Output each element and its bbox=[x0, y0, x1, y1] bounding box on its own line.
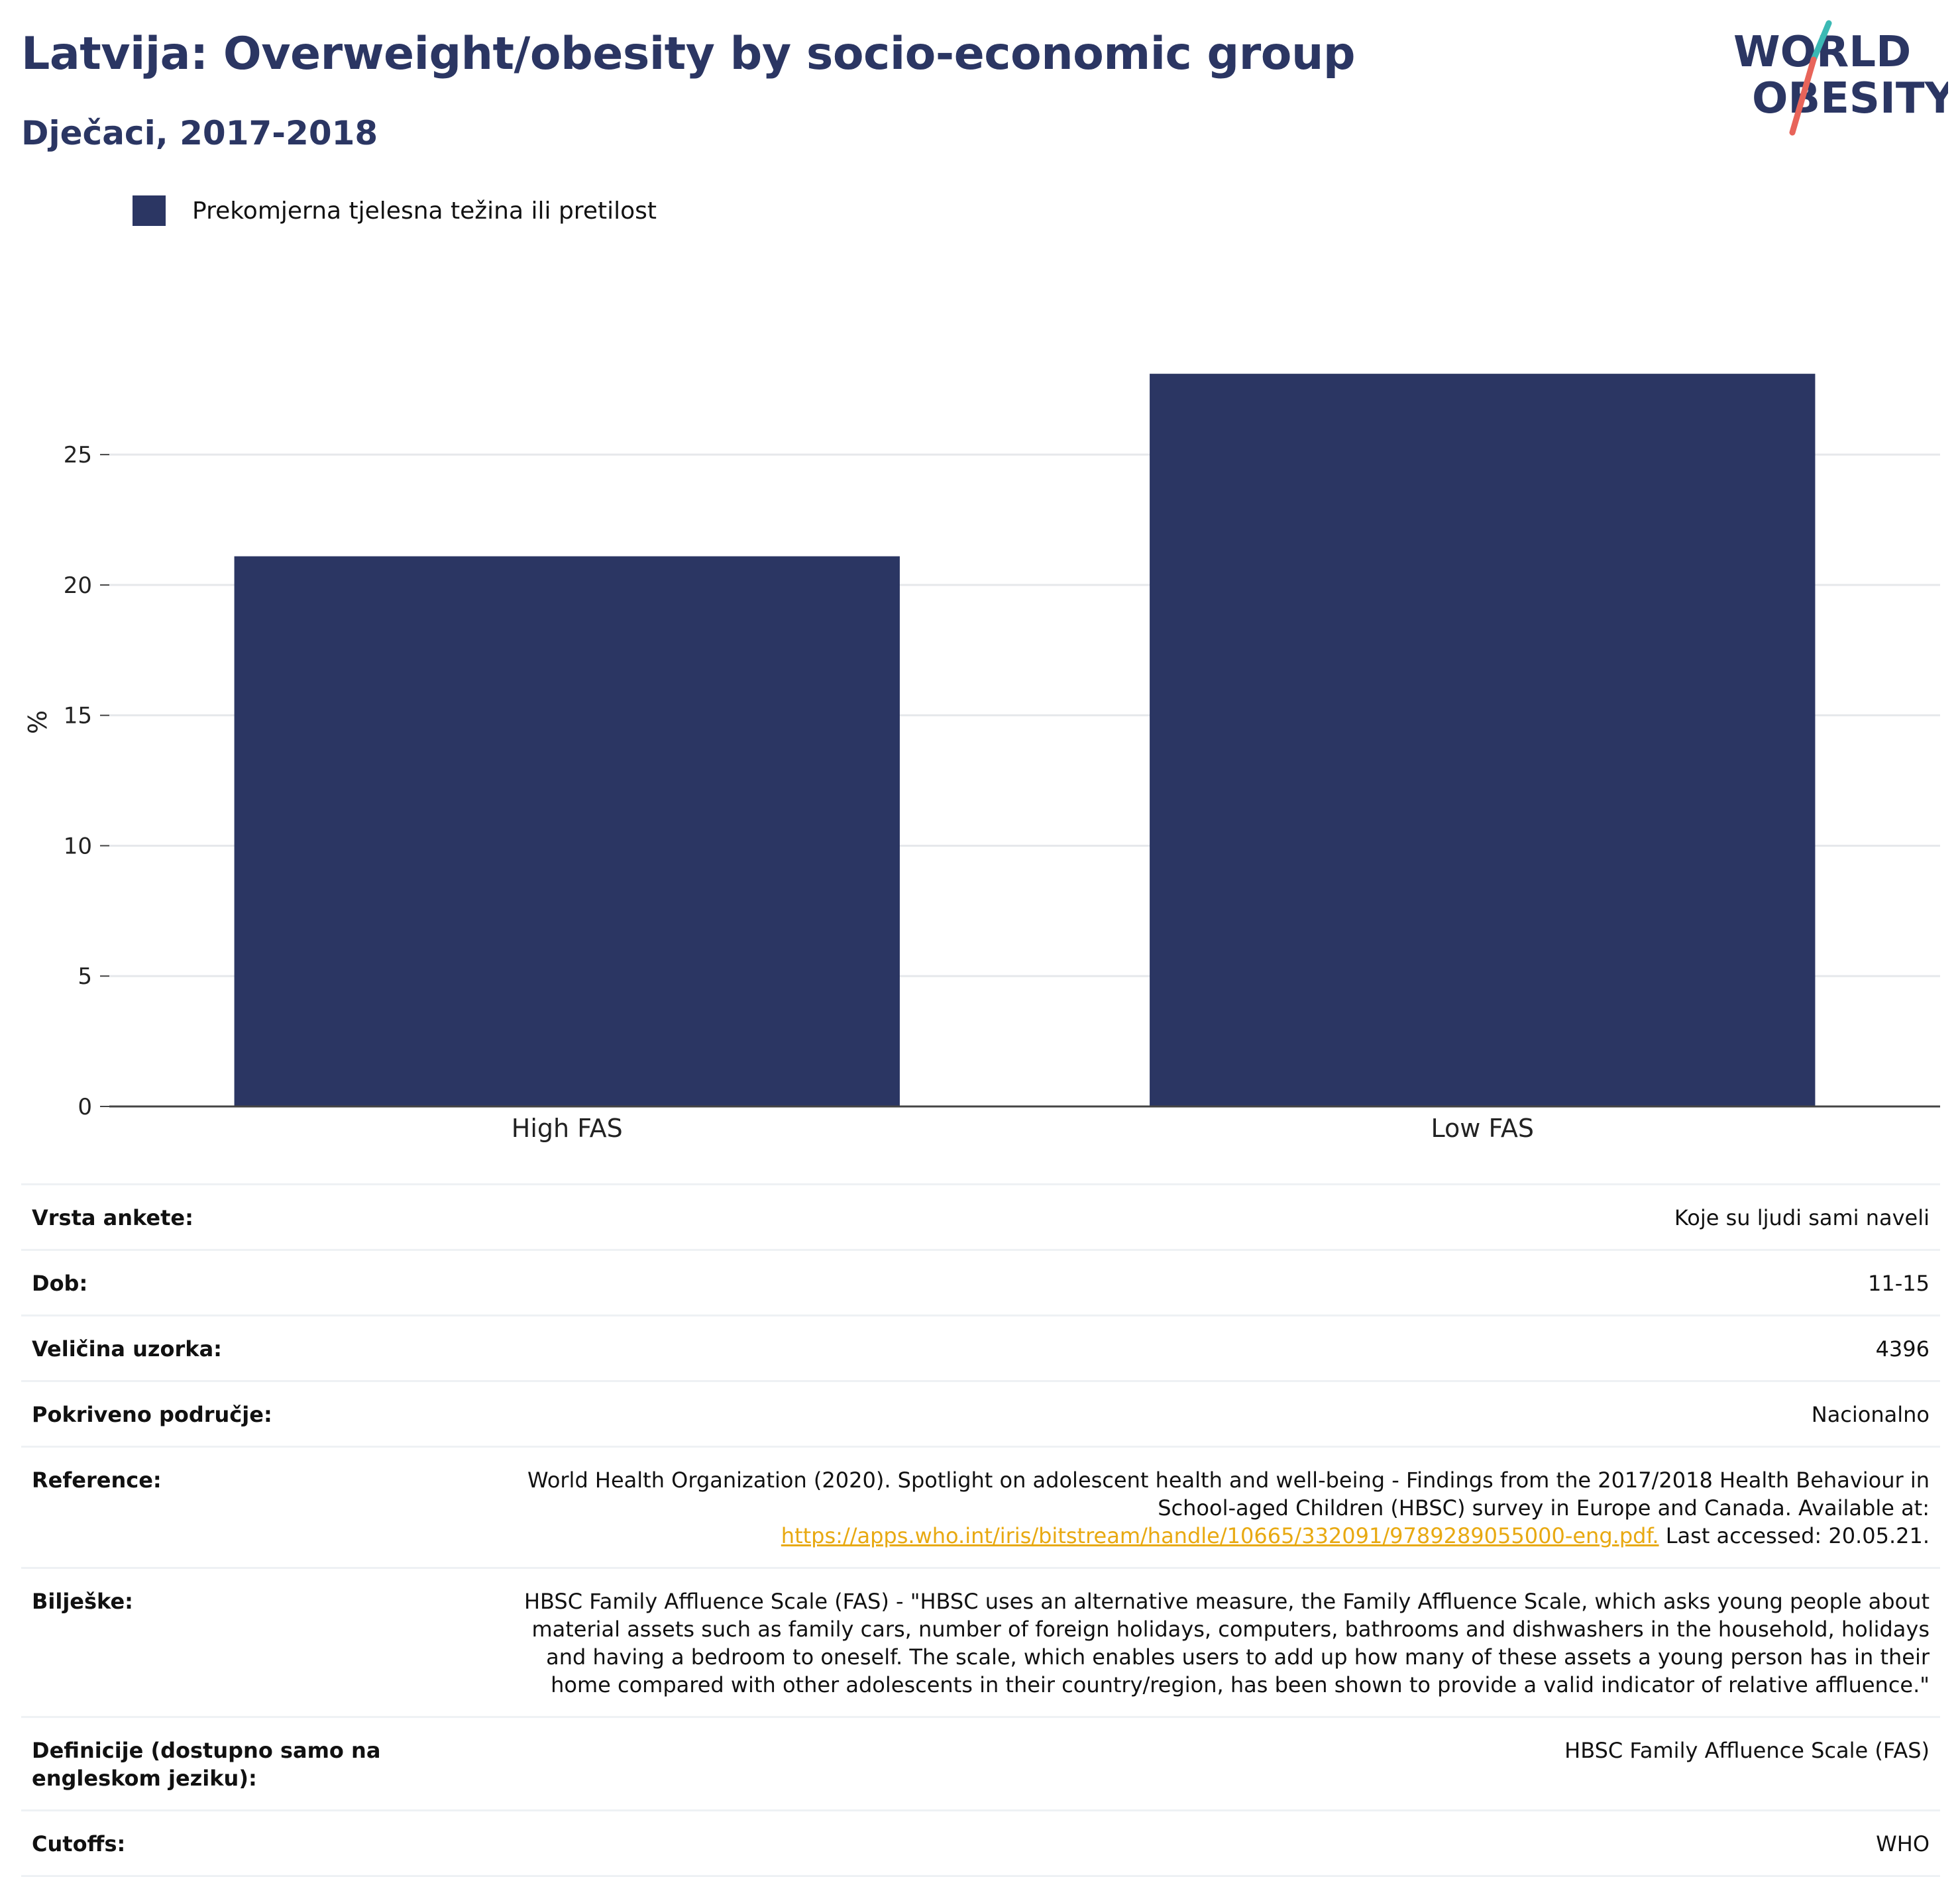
y-tick-label: 15 bbox=[64, 703, 92, 729]
meta-value: HBSC Family Affluence Scale (FAS) - "HBS… bbox=[523, 1589, 1930, 1697]
metadata-table: Vrsta ankete: Koje su ljudi sami naveli … bbox=[21, 1183, 1940, 1877]
chart-title: Latvija: Overweight/obesity by socio-eco… bbox=[21, 28, 1356, 80]
meta-row-reference: Reference: World Health Organization (20… bbox=[21, 1446, 1940, 1567]
meta-value: Koje su ljudi sami naveli bbox=[1674, 1205, 1930, 1230]
meta-value: 11-15 bbox=[1868, 1271, 1930, 1296]
meta-row-area: Pokriveno područje: Nacionalno bbox=[21, 1380, 1940, 1446]
logo-line2: OBESITY bbox=[1752, 74, 1948, 123]
meta-row-definitions: Definicije (dostupno samo na engleskom j… bbox=[21, 1716, 1940, 1809]
legend: Prekomjerna tjelesna težina ili pretilos… bbox=[133, 195, 657, 226]
bars bbox=[234, 374, 1816, 1106]
meta-label: Definicije (dostupno samo na engleskom j… bbox=[32, 1738, 381, 1791]
y-tick-label: 10 bbox=[64, 833, 92, 859]
meta-value: 4396 bbox=[1875, 1336, 1930, 1362]
meta-row-cutoffs: Cutoffs: WHO bbox=[21, 1809, 1940, 1877]
meta-row-sample: Veličina uzorka: 4396 bbox=[21, 1314, 1940, 1380]
meta-value: WHO bbox=[1876, 1831, 1930, 1856]
meta-label: Pokriveno područje: bbox=[32, 1402, 272, 1427]
meta-label: Cutoffs: bbox=[32, 1831, 126, 1856]
meta-label: Veličina uzorka: bbox=[32, 1336, 222, 1362]
meta-value: Nacionalno bbox=[1811, 1402, 1930, 1427]
meta-label: Vrsta ankete: bbox=[32, 1205, 193, 1230]
legend-swatch bbox=[133, 195, 166, 226]
reference-text: World Health Organization (2020). Spotli… bbox=[527, 1468, 1930, 1521]
bar-high-fas bbox=[234, 556, 900, 1106]
meta-label: Bilješke: bbox=[32, 1589, 133, 1614]
meta-value: HBSC Family Affluence Scale (FAS) bbox=[1564, 1738, 1930, 1763]
legend-label: Prekomjerna tjelesna težina ili pretilos… bbox=[192, 197, 657, 225]
axes: 0 5 10 15 20 25% High FAS Low FAS bbox=[23, 442, 1940, 1143]
meta-row-survey-type: Vrsta ankete: Koje su ljudi sami naveli bbox=[21, 1183, 1940, 1249]
meta-value: World Health Organization (2020). Spotli… bbox=[505, 1466, 1930, 1550]
x-tick-label: High FAS bbox=[512, 1114, 623, 1143]
y-tick-label: 0 bbox=[78, 1094, 92, 1120]
meta-label: Dob: bbox=[32, 1271, 88, 1296]
y-tick-label: 5 bbox=[78, 963, 92, 990]
chart-subtitle: Dječaci, 2017-2018 bbox=[21, 114, 378, 152]
bar-chart: 0 5 10 15 20 25% High FAS Low FAS bbox=[23, 374, 1940, 1143]
y-axis-label: % bbox=[23, 710, 52, 734]
bar-low-fas bbox=[1150, 374, 1816, 1106]
reference-link[interactable]: https://apps.who.int/iris/bitstream/hand… bbox=[781, 1523, 1659, 1548]
meta-row-notes: Bilješke: HBSC Family Affluence Scale (F… bbox=[21, 1567, 1940, 1716]
y-tick-label: 20 bbox=[64, 572, 92, 599]
x-tick-label: Low FAS bbox=[1431, 1114, 1534, 1143]
y-tick-label: 25 bbox=[64, 442, 92, 468]
reference-accessed: Last accessed: 20.05.21. bbox=[1665, 1523, 1930, 1548]
meta-label: Reference: bbox=[32, 1468, 162, 1493]
meta-row-age: Dob: 11-15 bbox=[21, 1249, 1940, 1314]
world-obesity-logo: WORLD OBESITY bbox=[1733, 20, 1948, 136]
